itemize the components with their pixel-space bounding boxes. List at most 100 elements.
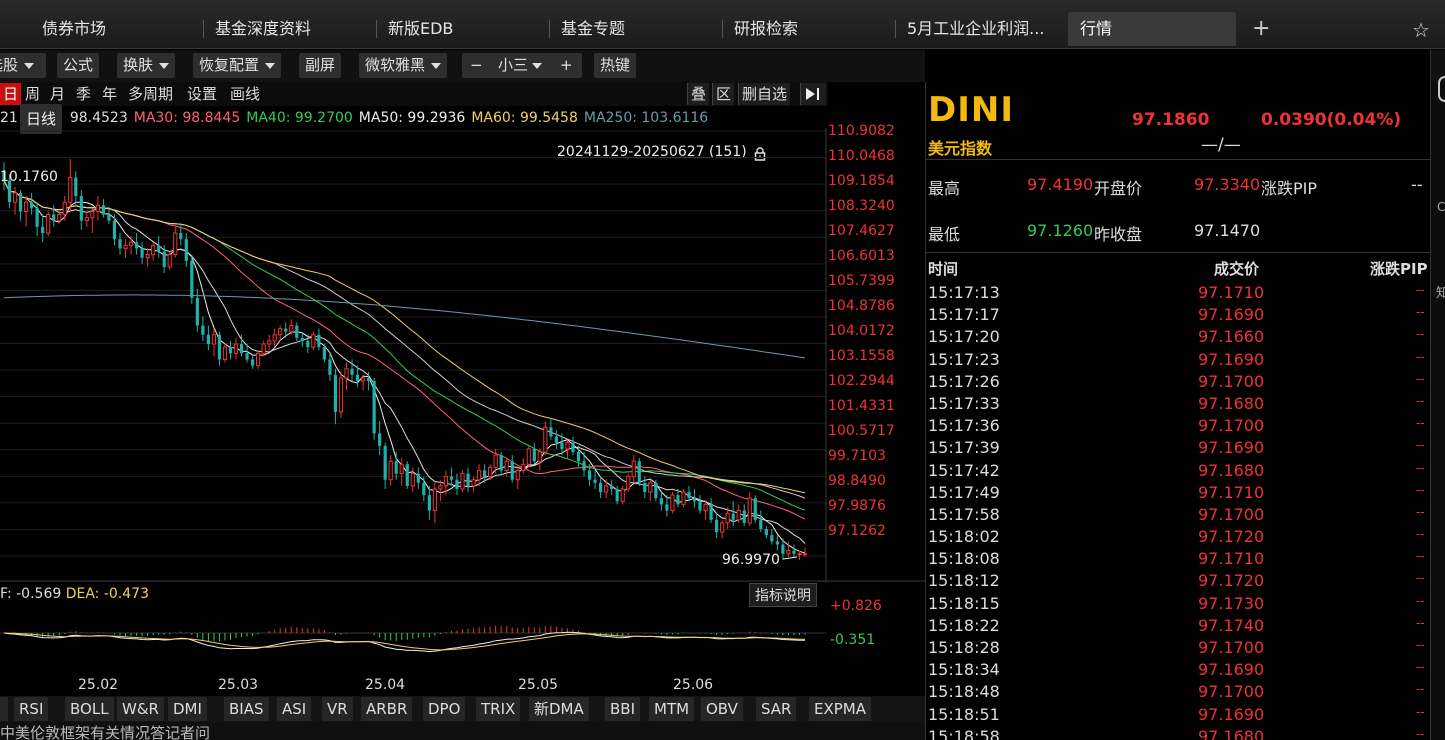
side-toggle-icon[interactable] — [1438, 76, 1445, 102]
trade-row[interactable]: 15:17:42 97.1680 -- — [926, 461, 1431, 483]
indicator-tab[interactable]: OBV — [701, 697, 743, 721]
lock-icon[interactable] — [754, 147, 766, 161]
y-tick-label: 100.5717 — [828, 423, 895, 439]
tab-edb[interactable]: 新版EDB — [376, 12, 546, 46]
trade-list-header: 时间 成交价 涨跌PIP — [926, 258, 1431, 280]
remove-favorite-button[interactable]: 删自选 — [738, 83, 791, 105]
candle-body — [510, 461, 514, 480]
select-stock-dropdown[interactable]: 选股 — [0, 53, 46, 78]
macd-chart[interactable] — [0, 603, 925, 678]
period-quarter[interactable]: 季 — [73, 83, 94, 105]
trade-time: 15:18:15 — [928, 593, 1000, 613]
tab-separator — [376, 20, 377, 38]
trade-row[interactable]: 15:18:51 97.1690 -- — [926, 705, 1431, 727]
trade-row[interactable]: 15:17:58 97.1700 -- — [926, 505, 1431, 527]
font-plus-button[interactable]: + — [560, 56, 573, 74]
tab-industrial-profit[interactable]: 5月工业企业利润... — [895, 12, 1063, 46]
period-multi[interactable]: 多周期 — [125, 83, 176, 105]
indicator-tab[interactable]: TRIX — [476, 697, 521, 721]
trade-row[interactable]: 15:17:36 97.1700 -- — [926, 416, 1431, 438]
trade-row[interactable]: 15:17:17 97.1690 -- — [926, 305, 1431, 327]
indicator-tab[interactable]: ASI — [277, 697, 312, 721]
font-size-label[interactable]: 小三 — [498, 56, 529, 74]
indicator-tab[interactable]: MTM — [649, 697, 695, 721]
period-week[interactable]: 周 — [22, 83, 43, 105]
font-minus-button[interactable]: − — [470, 56, 483, 74]
trade-price: 97.1710 — [1198, 549, 1265, 569]
star-icon[interactable]: ☆ — [1412, 18, 1430, 42]
trade-row[interactable]: 15:17:13 97.1710 -- — [926, 283, 1431, 305]
font-name-dropdown[interactable]: 微软雅黑 — [359, 53, 448, 78]
indicator-tab[interactable]: VR — [322, 697, 353, 721]
trade-time: 15:18:34 — [928, 660, 1000, 680]
collapse-right-icon[interactable] — [800, 83, 826, 105]
indicator-tab[interactable]: BIAS — [224, 697, 269, 721]
tab-research[interactable]: 研报检索 — [722, 12, 892, 46]
indicator-tab[interactable]: W&R — [117, 697, 164, 721]
indicator-tab[interactable]: ARBR — [361, 697, 413, 721]
news-ticker[interactable]: 中美伦敦框架有关情况答记者问 — [0, 722, 925, 740]
indicator-tab[interactable]: EXPMA — [809, 697, 872, 721]
trade-row[interactable]: 15:18:15 97.1730 -- — [926, 594, 1431, 616]
tab-market[interactable]: 行情 — [1068, 12, 1236, 46]
macd-legend: F: -0.569 DEA: -0.473 — [0, 586, 149, 602]
trade-row[interactable]: 15:17:49 97.1710 -- — [926, 483, 1431, 505]
trade-row[interactable]: 15:17:20 97.1660 -- — [926, 327, 1431, 349]
period-month[interactable]: 月 — [47, 83, 68, 105]
indicator-tab[interactable]: DMI — [168, 697, 207, 721]
chevron-down-icon[interactable] — [532, 63, 542, 69]
trade-row[interactable]: 15:18:12 97.1720 -- — [926, 571, 1431, 593]
indicator-help-button[interactable]: 指标说明 — [749, 583, 817, 607]
sub-screen-button[interactable]: 副屏 — [299, 53, 342, 78]
trade-row[interactable]: 15:18:34 97.1690 -- — [926, 660, 1431, 682]
overlay-button[interactable]: 叠 — [687, 83, 710, 105]
tab-bond-market[interactable]: 债券市场 — [30, 12, 200, 46]
restore-config-dropdown[interactable]: 恢复配置 — [193, 53, 282, 78]
candle-body — [372, 381, 376, 434]
pip-label: 涨跌PIP — [1261, 179, 1318, 198]
trade-row[interactable]: 15:17:23 97.1690 -- — [926, 350, 1431, 372]
trade-row[interactable]: 15:17:26 97.1700 -- — [926, 372, 1431, 394]
trade-row[interactable]: 15:18:08 97.1710 -- — [926, 549, 1431, 571]
hotkey-button[interactable]: 热键 — [594, 53, 637, 78]
period-year[interactable]: 年 — [99, 83, 120, 105]
tab-fund-deep[interactable]: 基金深度资料 — [203, 12, 373, 46]
candle-body — [261, 343, 266, 354]
trade-row[interactable]: 15:17:39 97.1690 -- — [926, 438, 1431, 460]
period-settings[interactable]: 设置 — [184, 83, 220, 105]
candle-body — [449, 476, 454, 480]
indicator-tab-partial[interactable] — [0, 697, 8, 721]
draw-line-button[interactable]: 画线 — [227, 83, 263, 105]
candle-body — [388, 460, 393, 481]
plus-icon[interactable]: + — [1252, 16, 1271, 41]
indicator-tab[interactable]: BBI — [605, 697, 641, 721]
chevron-down-icon — [159, 62, 170, 69]
period-label: 多周期 — [128, 85, 174, 103]
trade-list[interactable]: 15:17:13 97.1710 -- 15:17:17 97.1690 -- 15:17:… — [926, 283, 1431, 740]
indicator-tab[interactable]: SAR — [756, 697, 797, 721]
period-day[interactable]: 日 — [0, 83, 22, 105]
indicator-tab[interactable]: BOLL — [65, 697, 114, 721]
trade-row[interactable]: 15:18:58 97.1680 -- — [926, 727, 1431, 740]
trade-row[interactable]: 15:18:28 97.1700 -- — [926, 638, 1431, 660]
candle-body — [476, 469, 482, 481]
trade-row[interactable]: 15:18:48 97.1700 -- — [926, 682, 1431, 704]
skin-dropdown[interactable]: 换肤 — [117, 53, 176, 78]
trade-row[interactable]: 15:18:02 97.1720 -- — [926, 527, 1431, 549]
range-label[interactable]: 20241129-20250627 (151) — [557, 144, 747, 160]
candle-body — [781, 544, 785, 554]
trade-row[interactable]: 15:17:33 97.1680 -- — [926, 394, 1431, 416]
chevron-down-icon — [431, 62, 442, 69]
tab-fund-topic[interactable]: 基金专题 — [549, 12, 719, 46]
tab-separator — [203, 20, 204, 38]
range-button[interactable]: 区 — [712, 83, 735, 105]
indicator-tab[interactable]: 新DMA — [529, 697, 589, 721]
candle-body — [338, 377, 344, 413]
trade-row[interactable]: 15:18:22 97.1740 -- — [926, 616, 1431, 638]
kline-chart[interactable]: 10.1760 96.9970 — [0, 128, 925, 583]
indicator-tab[interactable]: RSI — [14, 697, 49, 721]
day-line-badge[interactable]: 日线 — [20, 104, 63, 134]
trade-pip: -- — [1416, 527, 1425, 542]
formula-button[interactable]: 公式 — [57, 53, 100, 78]
indicator-tab[interactable]: DPO — [423, 697, 466, 721]
